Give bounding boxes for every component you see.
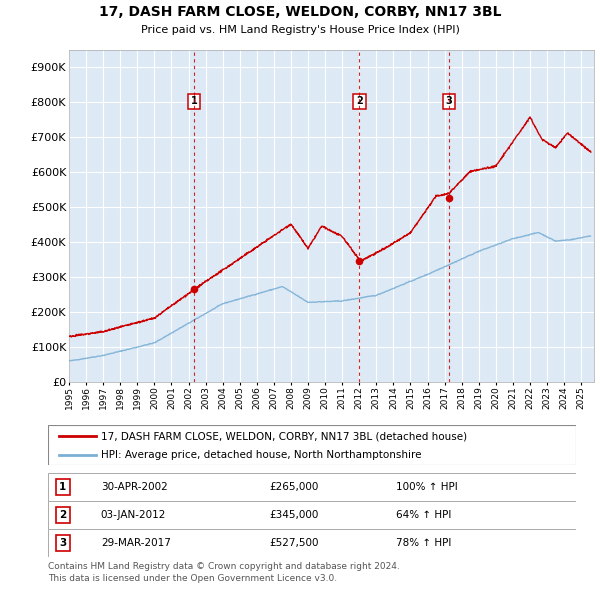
Text: 3: 3 (446, 96, 452, 106)
Text: 1: 1 (191, 96, 197, 106)
Text: 03-JAN-2012: 03-JAN-2012 (101, 510, 166, 520)
Text: Contains HM Land Registry data © Crown copyright and database right 2024.: Contains HM Land Registry data © Crown c… (48, 562, 400, 571)
Text: 17, DASH FARM CLOSE, WELDON, CORBY, NN17 3BL: 17, DASH FARM CLOSE, WELDON, CORBY, NN17… (99, 5, 501, 19)
Text: 17, DASH FARM CLOSE, WELDON, CORBY, NN17 3BL (detached house): 17, DASH FARM CLOSE, WELDON, CORBY, NN17… (101, 431, 467, 441)
Text: 1: 1 (59, 482, 67, 492)
Text: Price paid vs. HM Land Registry's House Price Index (HPI): Price paid vs. HM Land Registry's House … (140, 25, 460, 35)
Text: 64% ↑ HPI: 64% ↑ HPI (397, 510, 452, 520)
Text: 30-APR-2002: 30-APR-2002 (101, 482, 167, 492)
Text: 2: 2 (356, 96, 363, 106)
Text: HPI: Average price, detached house, North Northamptonshire: HPI: Average price, detached house, Nort… (101, 450, 421, 460)
Text: 100% ↑ HPI: 100% ↑ HPI (397, 482, 458, 492)
Text: 29-MAR-2017: 29-MAR-2017 (101, 538, 170, 548)
Text: 2: 2 (59, 510, 67, 520)
Text: £265,000: £265,000 (270, 482, 319, 492)
Text: 78% ↑ HPI: 78% ↑ HPI (397, 538, 452, 548)
Text: 3: 3 (59, 538, 67, 548)
Text: £527,500: £527,500 (270, 538, 319, 548)
Text: This data is licensed under the Open Government Licence v3.0.: This data is licensed under the Open Gov… (48, 574, 337, 583)
Text: £345,000: £345,000 (270, 510, 319, 520)
